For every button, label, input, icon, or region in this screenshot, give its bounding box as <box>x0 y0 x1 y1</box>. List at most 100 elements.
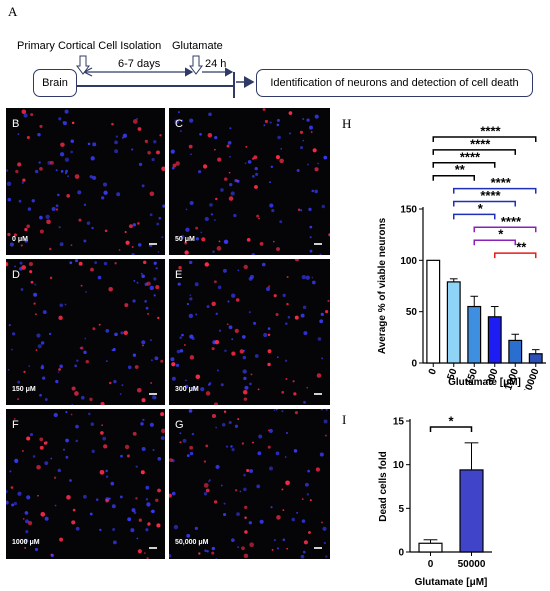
nucleus-dot <box>65 169 68 173</box>
nucleus-dot <box>248 276 253 281</box>
neuron-dot <box>226 323 229 326</box>
significance-bracket <box>453 213 496 220</box>
neuron-dot <box>127 454 130 458</box>
nucleus-dot <box>309 125 313 130</box>
nucleus-dot <box>157 457 162 461</box>
neuron-dot <box>241 442 245 445</box>
nucleus-dot <box>69 479 72 482</box>
nucleus-dot <box>25 530 29 534</box>
nucleus-dot <box>145 528 149 532</box>
nucleus-dot <box>188 409 193 413</box>
neuron-dot <box>195 374 201 380</box>
neuron-dot <box>282 509 285 511</box>
nucleus-dot <box>269 466 273 471</box>
neuron-dot <box>23 370 26 374</box>
nucleus-dot <box>293 449 298 453</box>
nucleus-dot <box>215 426 218 429</box>
nucleus-dot <box>6 500 9 505</box>
nucleus-dot <box>322 526 327 531</box>
days-label: 6-7 days <box>118 58 161 70</box>
neuron-dot <box>286 276 289 279</box>
nucleus-dot <box>18 199 22 203</box>
neuron-dot <box>214 148 216 151</box>
micrograph-e: E 300 μM <box>169 259 330 405</box>
nucleus-dot <box>269 181 271 184</box>
neuron-dot <box>276 247 280 251</box>
nucleus-dot <box>45 214 50 219</box>
neuron-dot <box>301 498 304 500</box>
nucleus-dot <box>221 422 226 427</box>
significance-label: * <box>448 414 454 429</box>
nucleus-dot <box>94 261 97 264</box>
nucleus-dot <box>70 150 74 154</box>
concentration-label-b: 0 μM <box>12 236 28 243</box>
nucleus-dot <box>149 213 153 217</box>
nucleus-dot <box>6 169 9 172</box>
neuron-dot <box>250 373 253 376</box>
x-tick-label: 50000 <box>522 367 542 390</box>
significance-label: **** <box>480 124 501 139</box>
nucleus-dot <box>306 493 310 496</box>
nucleus-dot <box>189 297 193 301</box>
significance-bracket <box>453 187 537 194</box>
neuron-dot <box>146 281 151 286</box>
nucleus-dot <box>85 290 87 293</box>
nucleus-dot <box>270 165 274 169</box>
nucleus-dot <box>265 286 270 291</box>
neuron-dot <box>108 286 113 292</box>
nucleus-dot <box>14 265 17 268</box>
neuron-dot <box>147 312 150 315</box>
nucleus-dot <box>243 376 247 381</box>
neuron-dot <box>30 280 34 284</box>
y-tick-label: 10 <box>393 460 405 471</box>
neuron-dot <box>316 373 322 378</box>
neuron-dot <box>118 249 121 251</box>
neuron-dot <box>155 285 160 290</box>
panel-label-b: B <box>12 118 20 130</box>
cell-dots <box>169 409 328 559</box>
neuron-dot <box>217 157 222 162</box>
panel-label-a: A <box>8 4 18 19</box>
bar <box>528 353 543 364</box>
neuron-dot <box>279 158 284 164</box>
neuron-dot <box>142 344 144 347</box>
nucleus-dot <box>111 349 114 352</box>
nucleus-dot <box>319 452 324 457</box>
nucleus-dot <box>276 356 279 359</box>
nucleus-dot <box>153 140 157 144</box>
nucleus-dot <box>44 461 49 466</box>
nucleus-dot <box>154 356 159 361</box>
nucleus-dot <box>289 132 292 135</box>
nucleus-dot <box>132 223 137 227</box>
neuron-dot <box>309 499 312 502</box>
nucleus-dot <box>258 434 263 439</box>
neuron-dot <box>267 349 272 354</box>
panel-label-c: C <box>175 118 183 130</box>
neuron-dot <box>218 240 221 243</box>
neuron-dot <box>244 516 247 520</box>
nucleus-dot <box>300 146 304 150</box>
significance-bracket <box>429 426 473 432</box>
neuron-dot <box>207 132 213 138</box>
nucleus-dot <box>277 135 281 140</box>
neuron-dot <box>111 122 114 126</box>
significance-bracket <box>432 174 475 181</box>
nucleus-dot <box>301 275 306 280</box>
nucleus-dot <box>119 393 122 395</box>
nucleus-dot <box>31 199 35 203</box>
nucleus-dot <box>157 251 160 253</box>
concentration-label-c: 50 μM <box>175 236 195 243</box>
nucleus-dot <box>189 118 194 123</box>
nucleus-dot <box>284 359 288 362</box>
nucleus-dot <box>230 445 233 448</box>
neuron-dot <box>74 174 80 179</box>
neuron-dot <box>243 553 249 559</box>
neuron-dot <box>292 380 295 383</box>
nucleus-dot <box>119 495 123 499</box>
neuron-dot <box>90 267 94 272</box>
neuron-dot <box>226 144 230 148</box>
nucleus-dot <box>156 222 160 226</box>
nucleus-dot <box>189 451 194 456</box>
nucleus-dot <box>59 364 63 369</box>
neuron-dot <box>66 194 71 198</box>
